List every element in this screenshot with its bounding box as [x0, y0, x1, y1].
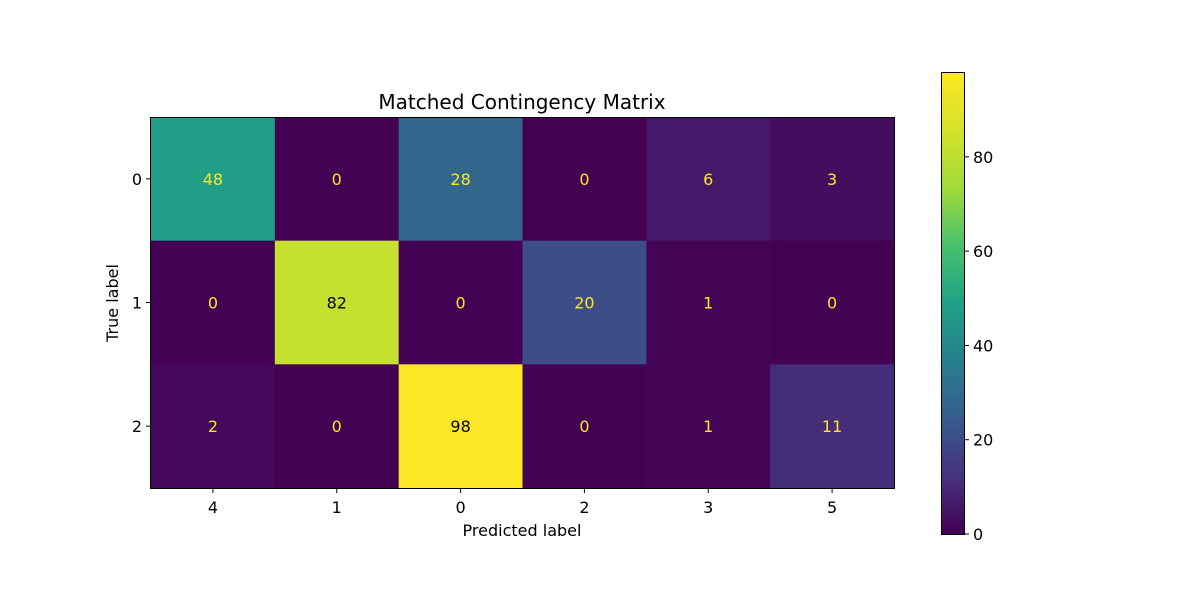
chart-title: Matched Contingency Matrix: [378, 90, 665, 114]
y-tick-label: 1: [132, 294, 142, 313]
x-tick-label: 3: [703, 498, 713, 517]
cell-value: 11: [822, 417, 842, 436]
colorbar-tick-label: 40: [973, 336, 993, 355]
cell-value: 20: [574, 294, 594, 313]
x-axis-ticks: 4 1 0 2 3 5: [208, 488, 837, 517]
cell-value: 1: [703, 417, 713, 436]
matrix-cell: [770, 240, 895, 365]
cell-value: 0: [579, 170, 589, 189]
matrix-cell: [151, 117, 276, 242]
cell-value: 0: [208, 294, 218, 313]
cell-value: 98: [450, 417, 470, 436]
cell-value: 28: [450, 170, 470, 189]
matrix-cell: [274, 117, 400, 242]
matrix-cell: [522, 364, 647, 489]
matrix-cell: [646, 240, 771, 365]
y-axis-ticks: 0 1 2: [132, 170, 151, 436]
x-tick-label: 5: [827, 498, 837, 517]
cell-value: 82: [327, 294, 347, 313]
cell-value: 2: [208, 417, 218, 436]
x-tick-label: 0: [455, 498, 465, 517]
cell-value: 0: [455, 294, 465, 313]
matrix-cell: [398, 240, 524, 365]
y-axis-label: True label: [103, 264, 122, 343]
matrix-cell: [522, 240, 647, 365]
cell-value: 0: [579, 417, 589, 436]
matrix-cell: [398, 117, 524, 242]
colorbar-tick-label: 60: [973, 242, 993, 261]
colorbar-frame: [941, 72, 965, 535]
matrix-cell: [646, 364, 771, 489]
colorbar: [941, 72, 964, 534]
cell-value: 0: [827, 294, 837, 313]
cell-value: 6: [703, 170, 713, 189]
matrix-cell: [770, 364, 895, 489]
colorbar-tick-label: 20: [973, 431, 993, 450]
x-axis-label: Predicted label: [463, 521, 582, 540]
x-tick-label: 2: [579, 498, 589, 517]
matrix-cells: 48 0 28 0 6 30 82 0 20 1 02 0 98 0 1 11: [151, 117, 895, 489]
matrix-cell: [151, 364, 276, 489]
cell-value: 3: [827, 170, 837, 189]
matrix-cell: [274, 364, 400, 489]
cell-value: 0: [332, 170, 342, 189]
colorbar-ticks: 0 20 40 60 80: [964, 148, 993, 544]
y-tick-label: 2: [132, 417, 142, 436]
cell-value: 1: [703, 294, 713, 313]
cell-value: 48: [203, 170, 223, 189]
matrix-cell: [522, 117, 647, 242]
matrix-cell: [151, 240, 276, 365]
y-tick-label: 0: [132, 170, 142, 189]
matrix-cell: [770, 117, 895, 242]
matrix-cell: [398, 364, 524, 489]
cell-value: 0: [332, 417, 342, 436]
x-tick-label: 4: [208, 498, 218, 517]
matrix-cell: [646, 117, 771, 242]
colorbar-tick-label: 80: [973, 148, 993, 167]
x-tick-label: 1: [332, 498, 342, 517]
colorbar-tick-label: 0: [973, 525, 983, 544]
matrix-cell: [274, 240, 400, 365]
